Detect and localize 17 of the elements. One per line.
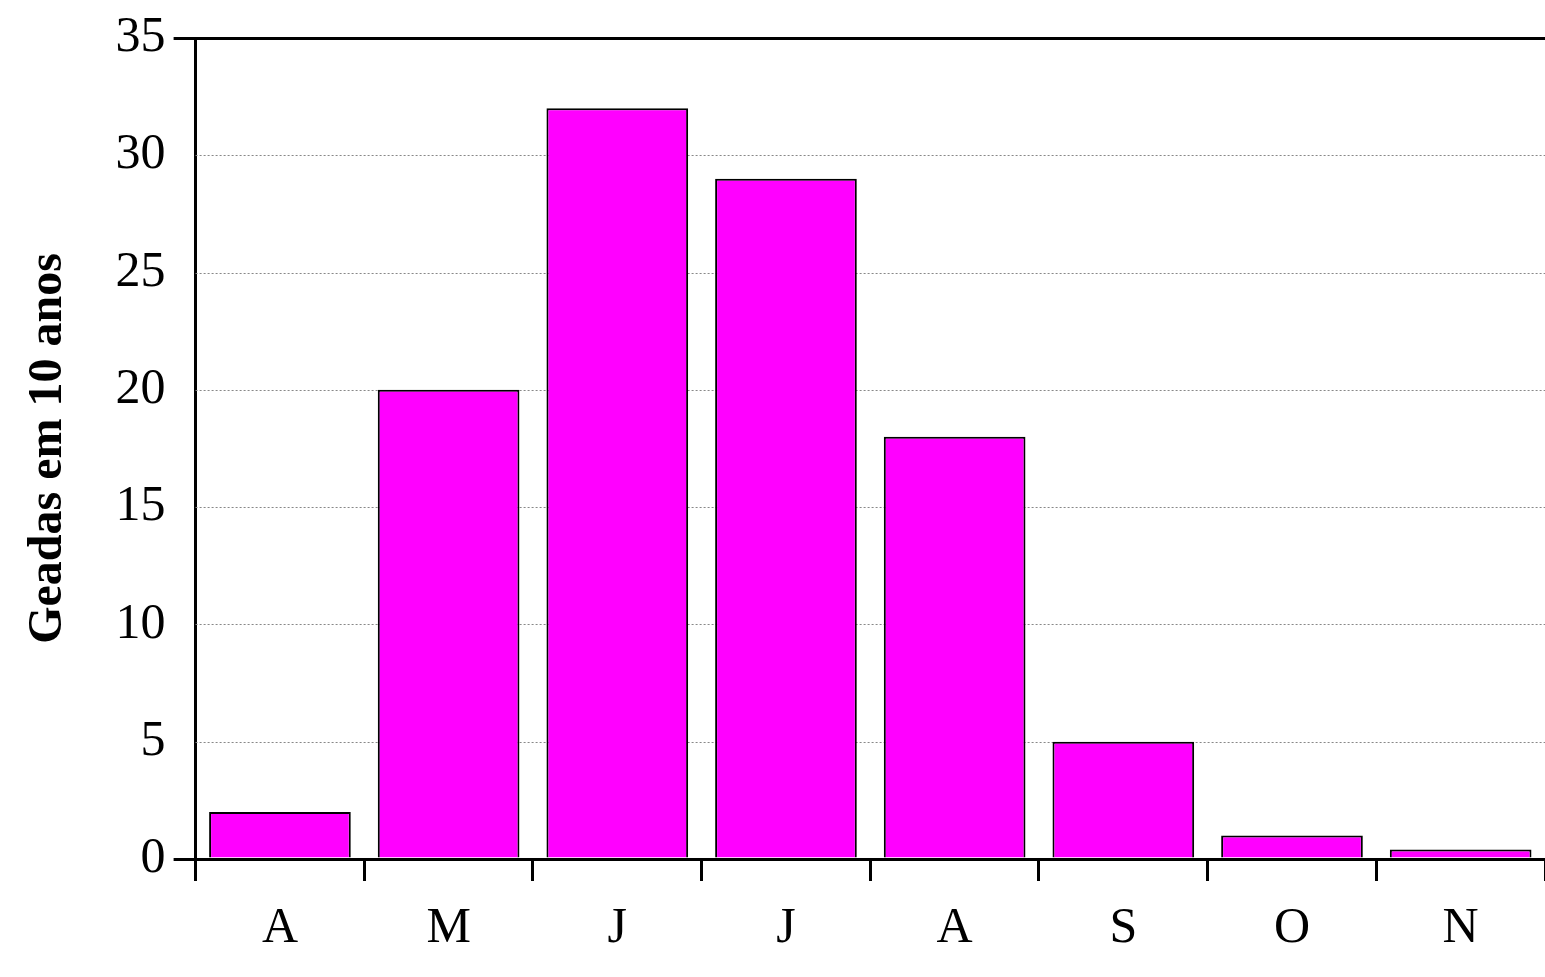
y-tick-label: 25 [115, 240, 166, 297]
y-tick-label: 20 [115, 357, 166, 414]
y-tick-label: 10 [115, 592, 166, 649]
x-tick-label: M [426, 897, 471, 954]
x-tick-label: S [1109, 897, 1138, 954]
x-tick-label: A [261, 897, 298, 954]
y-tick-label: 30 [115, 123, 166, 180]
x-tick-label: J [607, 897, 628, 954]
y-tick-label: 35 [115, 6, 166, 63]
x-tick-label: J [776, 897, 796, 954]
x-tick-label: N [1442, 897, 1479, 954]
x-tick-label: A [936, 897, 973, 954]
x-tick-label: O [1273, 897, 1311, 954]
y-tick-label: 5 [140, 709, 166, 766]
y-axis-title: Geadas em 10 anos [18, 253, 72, 644]
y-tick-label: 0 [140, 827, 166, 884]
y-tick-label: 15 [115, 475, 166, 532]
